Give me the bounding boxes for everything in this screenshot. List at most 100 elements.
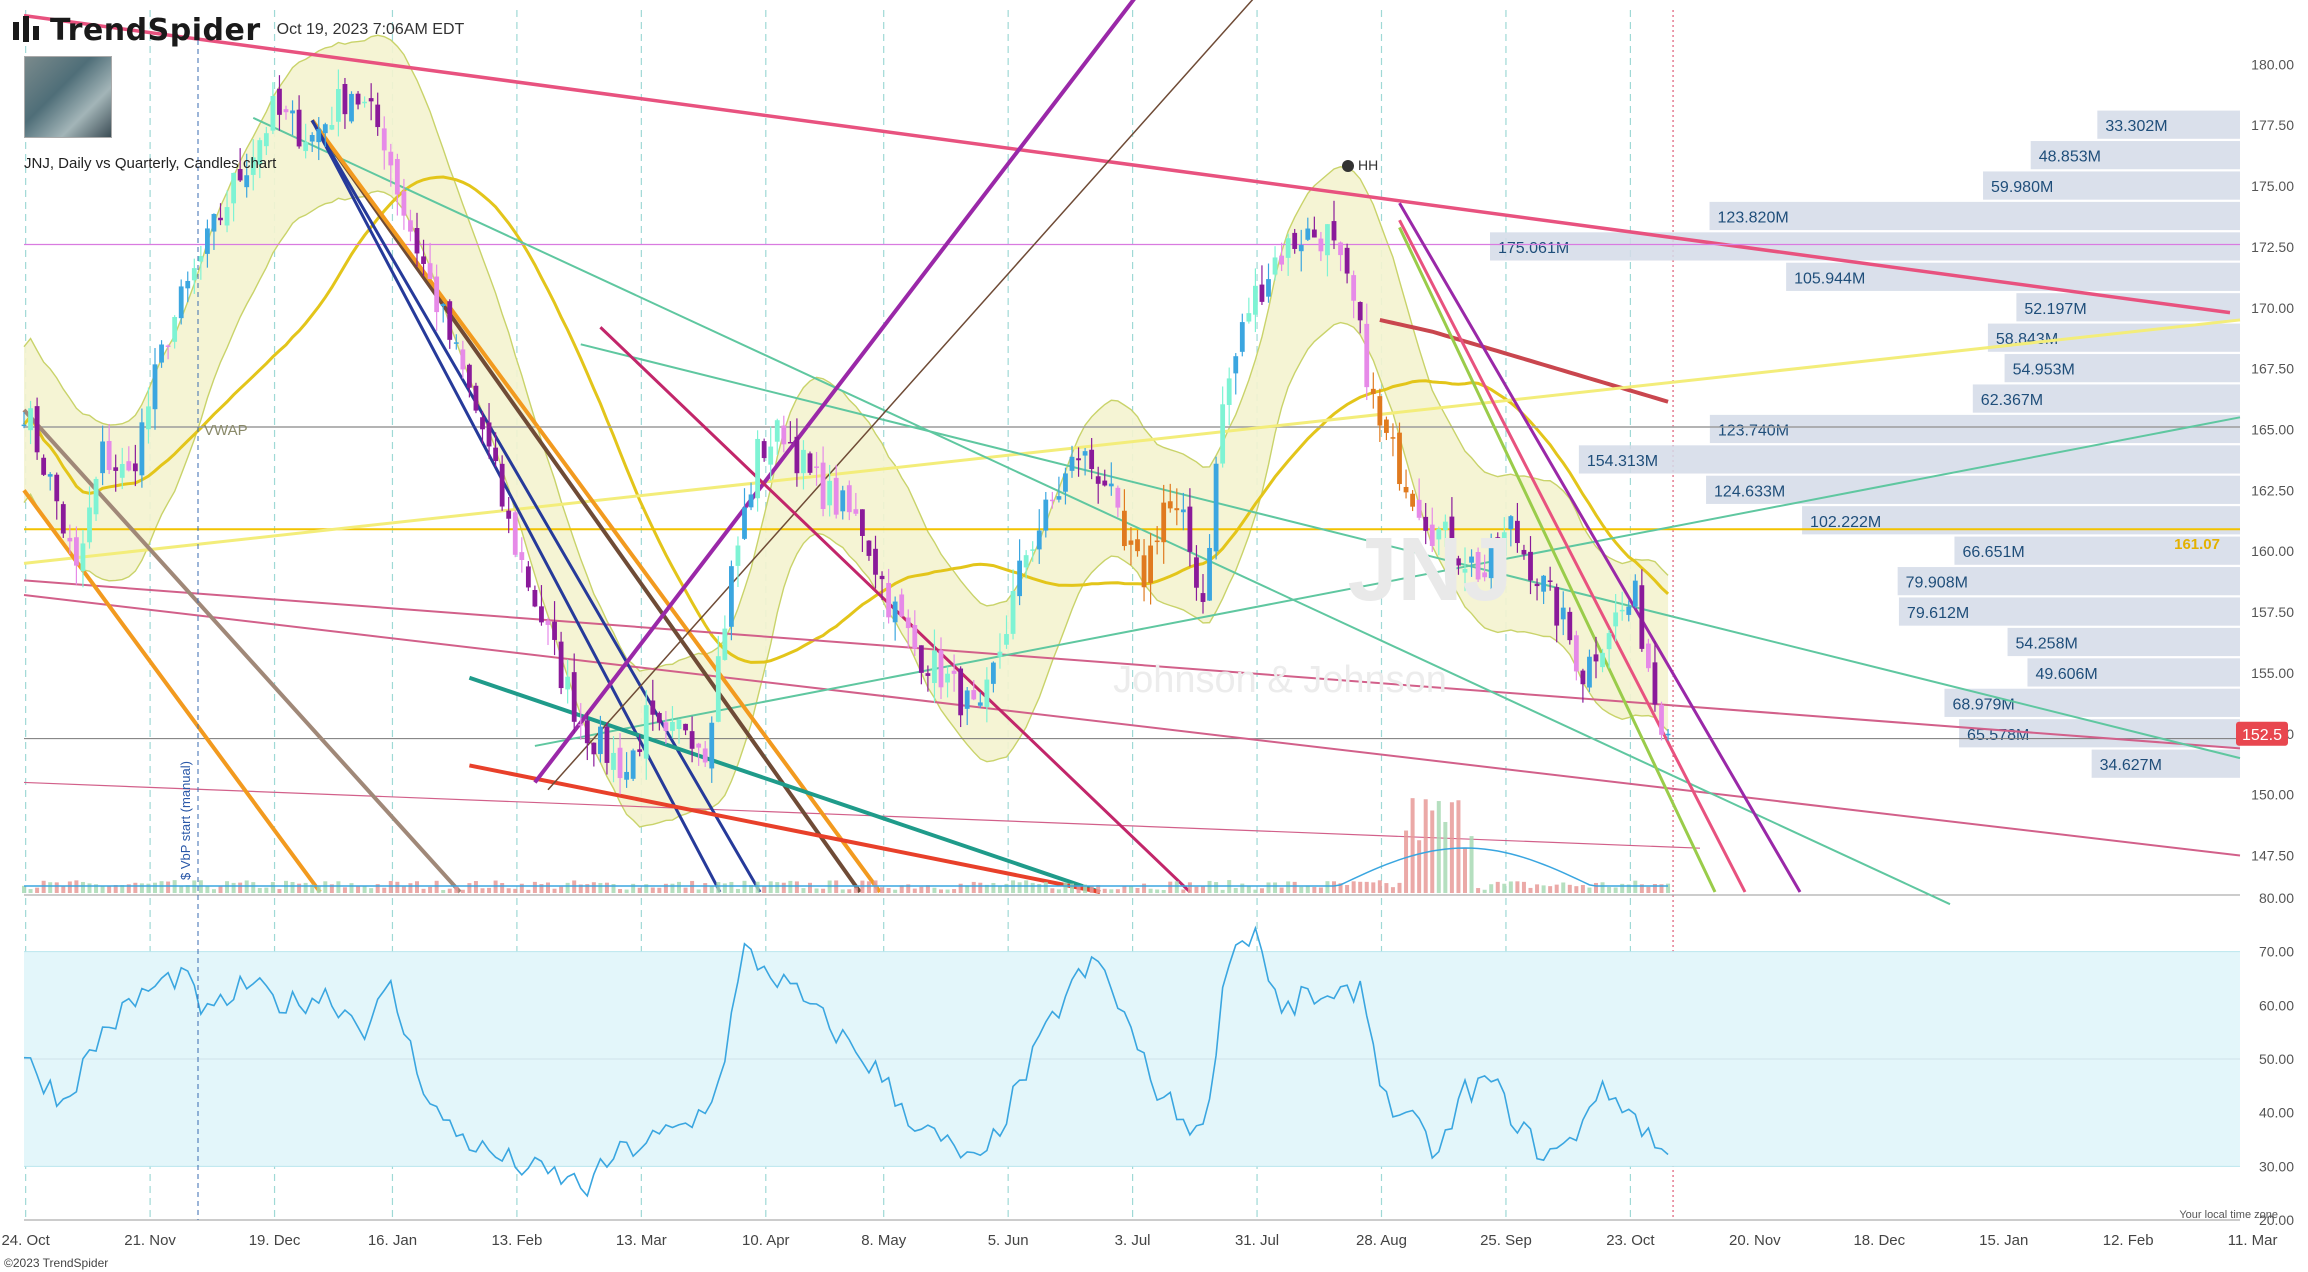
volume-profile-label: 49.606M: [2035, 666, 2097, 683]
candle-body: [1122, 510, 1127, 547]
candle-body: [676, 719, 682, 730]
candle-body: [1416, 499, 1422, 518]
candle-body: [283, 109, 289, 113]
candle-body: [761, 441, 767, 459]
fan-line: [1398, 219, 1747, 893]
chart-subtitle: JNJ, Daily vs Quarterly, Candles chart: [24, 155, 277, 172]
candle-body: [87, 507, 92, 543]
volume-bar: [788, 880, 793, 893]
volume-bar: [1358, 881, 1363, 893]
candle-body: [1063, 473, 1068, 492]
candle-body: [1233, 356, 1239, 374]
long-trend-line: [23, 13, 2231, 315]
candle-body: [277, 88, 282, 115]
candle-body: [846, 485, 852, 513]
volume-bar: [395, 881, 400, 893]
volume-bar: [866, 881, 871, 893]
candle-body: [899, 594, 905, 617]
candle-body: [1606, 633, 1612, 650]
volume-bar: [1305, 885, 1310, 893]
volume-bar: [991, 882, 996, 893]
volume-bar: [853, 887, 858, 893]
volume-bar: [677, 881, 681, 893]
candle-body: [172, 317, 178, 342]
candle-body: [591, 742, 597, 755]
candle-body: [833, 477, 839, 515]
volume-bar: [958, 883, 963, 893]
x-tick-label: 21. Nov: [124, 1232, 176, 1249]
candle-body: [1095, 476, 1101, 484]
candle-body: [146, 406, 151, 430]
volume-bar: [1384, 883, 1389, 893]
candle-body: [113, 467, 119, 471]
volume-bar: [716, 882, 721, 893]
volume-bar: [1246, 885, 1251, 893]
volume-bar: [1410, 798, 1415, 893]
candle-body: [820, 462, 826, 509]
level-161-label: 161.07: [2174, 536, 2220, 553]
candle-body: [860, 509, 865, 536]
volume-bar: [690, 880, 695, 893]
volume-bar: [971, 881, 976, 893]
volume-profile-label: 33.302M: [2105, 118, 2167, 135]
candle-body: [1593, 654, 1599, 662]
candle-body: [237, 169, 243, 181]
candle-body: [1102, 480, 1108, 486]
volume-bar: [1666, 883, 1671, 893]
candle-body: [132, 463, 138, 472]
candle-body: [624, 771, 629, 780]
vwap-label: VWAP: [204, 422, 248, 439]
candle-body: [925, 673, 931, 676]
volume-bar: [493, 880, 498, 893]
candle-body: [637, 749, 643, 752]
falling-line-green: [252, 116, 1951, 906]
volume-profile-bar: [2030, 141, 2240, 170]
candle-body: [100, 441, 105, 474]
volume-bar: [48, 882, 53, 893]
candle-body: [1344, 247, 1350, 274]
volume-profile-bar: [1987, 323, 2240, 352]
volume-bar: [827, 880, 832, 893]
candle-body: [571, 672, 577, 722]
volume-bar: [1187, 882, 1192, 893]
volume-bar: [1482, 889, 1487, 893]
volume-bar: [467, 883, 472, 893]
candle-body: [715, 656, 721, 722]
volume-bar: [1128, 886, 1133, 893]
volume-bar: [415, 881, 419, 893]
candle-body: [408, 220, 413, 232]
volume-bar: [1436, 801, 1441, 893]
volume-bar: [107, 885, 112, 893]
candle-body: [886, 582, 891, 618]
volume-bar: [1201, 885, 1205, 893]
volume-bar: [310, 884, 315, 893]
volume-bar: [159, 881, 164, 893]
candle-body: [473, 385, 479, 411]
volume-bar: [480, 888, 485, 893]
volume-bar: [336, 881, 341, 893]
rsi-line: [23, 925, 1669, 1198]
volume-bar: [670, 883, 675, 893]
volume-bar: [1174, 881, 1179, 893]
candle-body: [729, 566, 734, 627]
volume-bar: [1122, 886, 1127, 893]
volume-bar: [1371, 882, 1376, 893]
volume-profile-bar: [1490, 232, 2240, 261]
candle-body: [755, 438, 760, 499]
volume-bar: [1377, 880, 1382, 893]
candle-body: [1253, 285, 1258, 315]
candle-body: [539, 606, 544, 623]
fan-line: [22, 489, 322, 894]
volume-bar: [41, 880, 46, 893]
candle-body: [316, 128, 322, 143]
candle-body: [1410, 493, 1415, 507]
candle-body: [1292, 232, 1298, 249]
volume-profile-bar: [1897, 567, 2240, 596]
candle-body: [735, 545, 741, 566]
volume-bar: [1449, 802, 1454, 893]
candle-body: [1311, 229, 1317, 238]
candle-body: [519, 552, 525, 560]
candle-body: [689, 731, 695, 749]
x-tick-label: 5. Jun: [988, 1232, 1029, 1249]
